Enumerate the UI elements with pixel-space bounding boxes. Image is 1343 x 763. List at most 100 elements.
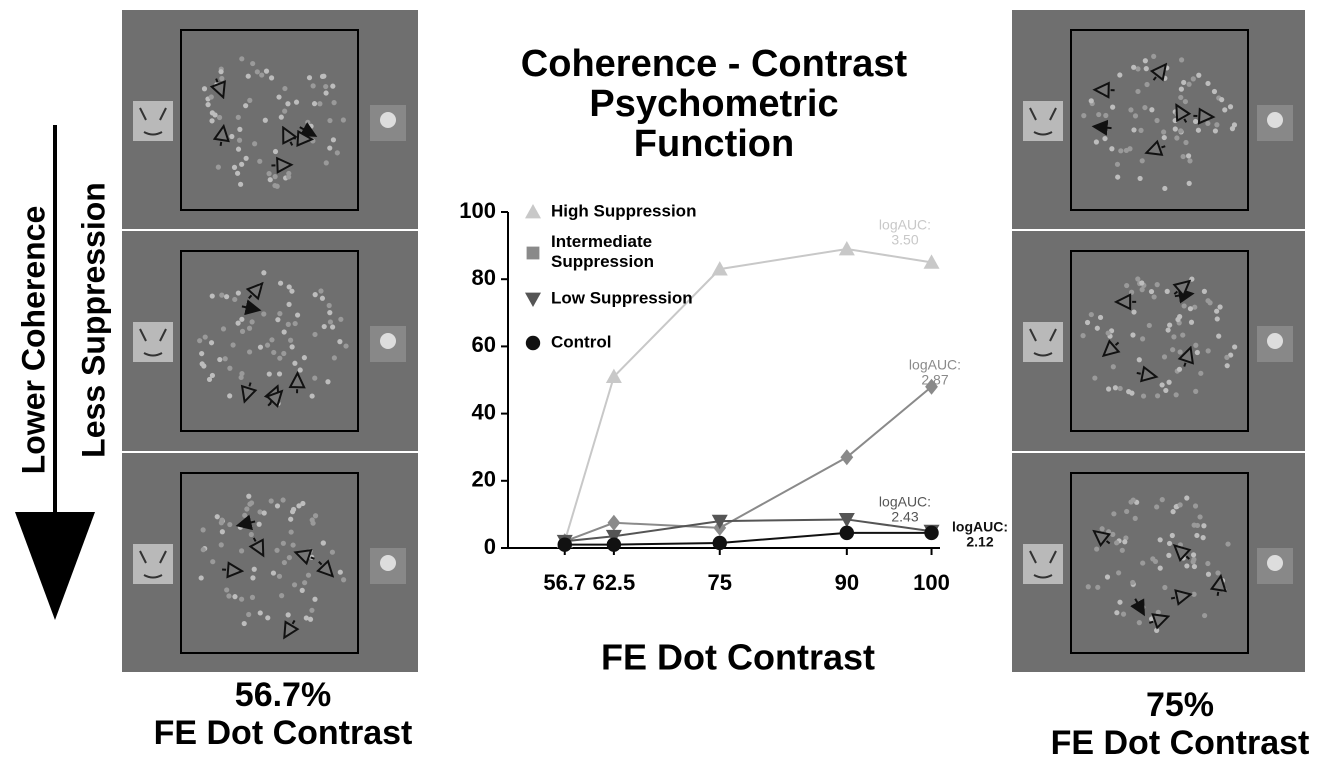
dot (1115, 162, 1120, 167)
dot (282, 109, 287, 114)
dot (200, 361, 205, 366)
annotation: logAUC: (879, 217, 931, 233)
dot (277, 311, 282, 316)
dot (302, 580, 307, 585)
dot (1192, 523, 1197, 528)
dot (1094, 139, 1099, 144)
y-tick-label: 20 (472, 467, 496, 492)
dot (281, 351, 286, 356)
dot (1105, 574, 1110, 579)
x-tick-label: 56.7 (543, 570, 586, 595)
dot (286, 322, 291, 327)
dot (205, 102, 210, 107)
dot (250, 595, 255, 600)
lion-icon-drawing (380, 555, 396, 571)
dot (327, 118, 332, 123)
dot (217, 115, 222, 120)
dot (250, 61, 255, 66)
dot (239, 548, 244, 553)
dot (1162, 186, 1167, 191)
dot (1147, 323, 1152, 328)
dot (1198, 371, 1203, 376)
dot (1179, 57, 1184, 62)
dot (1131, 497, 1136, 502)
dot (1143, 58, 1148, 63)
dot (306, 573, 311, 578)
data-point (607, 515, 620, 531)
dot (221, 326, 226, 331)
dot (1189, 320, 1194, 325)
dot (1139, 280, 1144, 285)
dot (308, 124, 313, 129)
dot (310, 517, 315, 522)
dot (1150, 556, 1155, 561)
dot (1095, 326, 1100, 331)
dot (1178, 349, 1183, 354)
dot (310, 393, 315, 398)
y-tick-label: 0 (484, 534, 496, 559)
dot (1207, 300, 1212, 305)
dot (268, 177, 273, 182)
dot (229, 134, 234, 139)
dot (209, 340, 214, 345)
dot (219, 76, 224, 81)
dot (201, 527, 206, 532)
dot (1170, 347, 1175, 352)
dot (1178, 502, 1183, 507)
dot (292, 361, 297, 366)
data-point (840, 449, 853, 465)
dot (289, 529, 294, 534)
dot (1215, 316, 1220, 321)
dot (223, 356, 228, 361)
dot (247, 326, 252, 331)
dot (269, 498, 274, 503)
dot (1232, 122, 1237, 127)
dot (1129, 391, 1134, 396)
annotation: logAUC: (879, 494, 931, 510)
dot (203, 334, 208, 339)
dot (201, 547, 206, 552)
dot (265, 615, 270, 620)
dot (1184, 495, 1189, 500)
dot (1193, 389, 1198, 394)
dot (1201, 523, 1206, 528)
dot (217, 357, 222, 362)
legend-label-line: Suppression (551, 252, 654, 271)
dot (310, 138, 315, 143)
y-tick-label: 100 (459, 198, 496, 223)
dot (1174, 392, 1179, 397)
dot (1188, 306, 1193, 311)
dot (322, 324, 327, 329)
dot (1202, 613, 1207, 618)
dot (327, 145, 332, 150)
dot (236, 147, 241, 152)
dot (1138, 176, 1143, 181)
lion-icon-drawing (1267, 555, 1283, 571)
dot (1140, 158, 1145, 163)
dot (252, 567, 257, 572)
dot (236, 115, 241, 120)
dot (239, 597, 244, 602)
dot (1095, 585, 1100, 590)
y-tick-label: 80 (472, 265, 496, 290)
dot (1133, 113, 1138, 118)
dot (1117, 72, 1122, 77)
dot (1154, 118, 1159, 123)
legend-label: Control (551, 332, 611, 351)
dot (343, 343, 348, 348)
dot (1170, 509, 1175, 514)
dot (282, 560, 287, 565)
dot (341, 117, 346, 122)
dot (216, 165, 221, 170)
dot (1222, 107, 1227, 112)
dot (271, 350, 276, 355)
dot (238, 182, 243, 187)
dot (291, 507, 296, 512)
annotation: 3.50 (891, 232, 918, 248)
dot (1115, 174, 1120, 179)
chart-title: Psychometric (589, 83, 838, 125)
annotation: logAUC: (952, 519, 1008, 535)
dot (1183, 140, 1188, 145)
dot (257, 159, 262, 164)
dot (239, 162, 244, 167)
